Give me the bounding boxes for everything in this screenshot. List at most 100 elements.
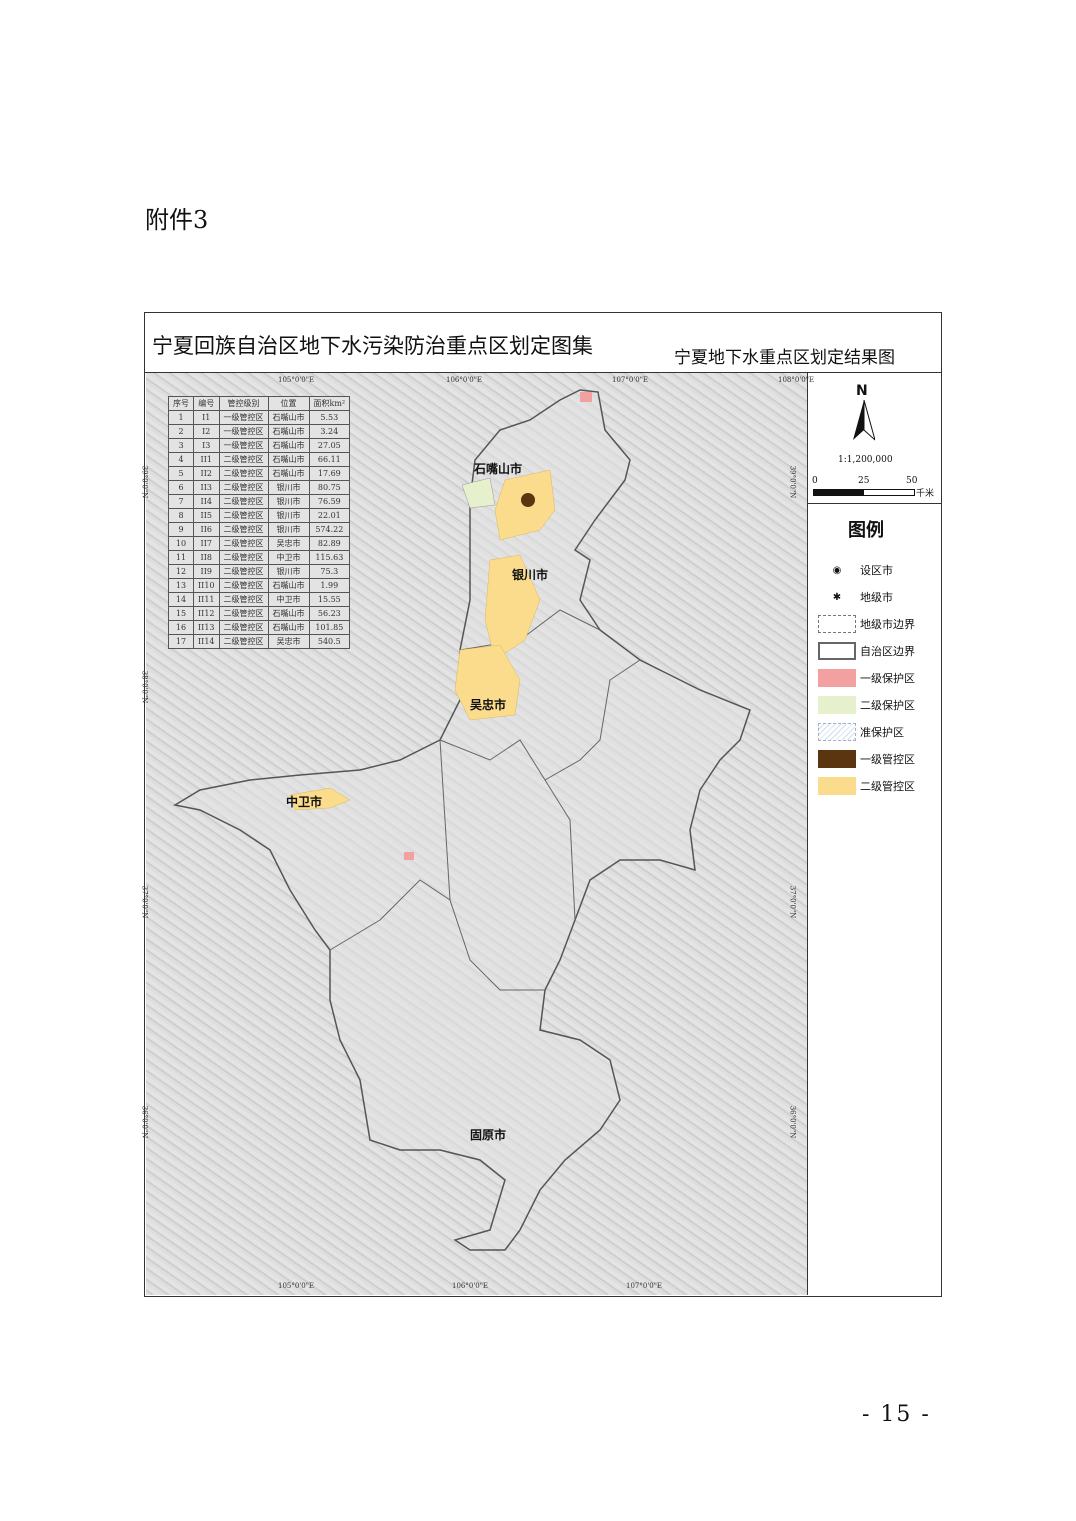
table-cell: 9 xyxy=(168,522,194,537)
city-label: 石嘴山市 xyxy=(474,462,523,476)
scale-ratio: 1:1,200,000 xyxy=(838,455,893,465)
table-cell: 2 xyxy=(168,424,194,439)
table-cell: 一级管控区 xyxy=(218,410,269,425)
latitude-label: 39°0'0"N xyxy=(140,465,149,499)
table-row: 9 II6 二级管控区 银川市 574.22 xyxy=(168,522,351,537)
table-cell: 石嘴山市 xyxy=(267,438,310,453)
city-dot-icon: ◉ xyxy=(832,564,842,576)
longitude-label: 105°0'0"E xyxy=(278,376,315,384)
table-row: 11 II8 二级管控区 中卫市 115.63 xyxy=(168,550,351,565)
table-cell: 二级管控区 xyxy=(218,606,269,621)
latitude-label: 36°0'0"N xyxy=(140,1105,149,1139)
longitude-label: 106°0'0"E xyxy=(446,376,483,384)
table-cell: 76.59 xyxy=(308,494,351,509)
table-cell: 二级管控区 xyxy=(218,508,269,523)
atlas-title: 宁夏回族自治区地下水污染防治重点区划定图集 xyxy=(152,334,593,358)
table-cell: 二级管控区 xyxy=(218,592,269,607)
table-row: 12 II9 二级管控区 银川市 75.3 xyxy=(168,564,351,579)
legend-item: 地级市边界 xyxy=(818,614,915,634)
table-cell: 一级管控区 xyxy=(218,438,269,453)
longitude-label: 107°0'0"E xyxy=(626,1282,663,1290)
legend-label: 二级保护区 xyxy=(860,699,915,712)
table-cell: 二级管控区 xyxy=(218,480,269,495)
table-row: 16 II13 二级管控区 石嘴山市 101.85 xyxy=(168,620,351,635)
legend-item: 一级保护区 xyxy=(818,668,915,688)
control-zones xyxy=(289,469,556,811)
table-cell: 540.5 xyxy=(308,634,351,649)
star-icon: ✱ xyxy=(832,591,842,603)
legend-item: 二级管控区 xyxy=(818,776,915,796)
table-row: 3 I3 一级管控区 石嘴山市 27.05 xyxy=(168,438,351,453)
table-cell: 二级管控区 xyxy=(218,536,269,551)
legend-item: 一级管控区 xyxy=(818,749,915,769)
table-cell: 二级管控区 xyxy=(218,452,269,467)
table-cell: 80.75 xyxy=(308,480,351,495)
longitude-label: 105°0'0"E xyxy=(278,1282,315,1290)
table-cell: II14 xyxy=(193,634,220,649)
legend-item: ✱ 地级市 xyxy=(818,587,893,607)
primary-protection-zone xyxy=(404,852,414,860)
table-header: 编号 xyxy=(193,396,220,411)
table-cell: 吴忠市 xyxy=(267,536,310,551)
table-cell: II10 xyxy=(193,578,220,593)
legend-swatch xyxy=(818,750,856,768)
table-row: 15 II12 二级管控区 石嘴山市 56.23 xyxy=(168,606,351,621)
table-cell: 二级管控区 xyxy=(218,564,269,579)
table-cell: 75.3 xyxy=(308,564,351,579)
table-cell: II5 xyxy=(193,508,220,523)
scale-tick: 50 xyxy=(906,476,918,486)
table-cell: 石嘴山市 xyxy=(267,606,310,621)
table-row: 17 II14 二级管控区 吴忠市 540.5 xyxy=(168,634,351,649)
legend-item: 二级保护区 xyxy=(818,695,915,715)
table-cell: 银川市 xyxy=(267,494,310,509)
table-cell: 1 xyxy=(168,410,194,425)
table-cell: 二级管控区 xyxy=(218,634,269,649)
table-cell: 17 xyxy=(168,634,194,649)
table-cell: 10 xyxy=(168,536,194,551)
table-cell: 5 xyxy=(168,466,194,481)
legend-label: 准保护区 xyxy=(860,726,904,739)
table-header: 面积km² xyxy=(308,396,351,411)
table-cell: 石嘴山市 xyxy=(267,452,310,467)
table-cell: II1 xyxy=(193,452,220,467)
table-cell: II13 xyxy=(193,620,220,635)
table-cell: II11 xyxy=(193,592,220,607)
legend-item: ◉ 设区市 xyxy=(818,560,893,580)
table-cell: 二级管控区 xyxy=(218,578,269,593)
latitude-label: 37°0'0"N xyxy=(788,885,797,919)
table-cell: 4 xyxy=(168,452,194,467)
table-cell: 15 xyxy=(168,606,194,621)
zone-zhongwei xyxy=(289,787,351,811)
legend-label: 二级管控区 xyxy=(860,780,915,793)
table-cell: 二级管控区 xyxy=(218,466,269,481)
table-cell: II4 xyxy=(193,494,220,509)
table-cell: 中卫市 xyxy=(267,592,310,607)
table-cell: 3 xyxy=(168,438,194,453)
longitude-label: 107°0'0"E xyxy=(612,376,649,384)
table-cell: 15.55 xyxy=(308,592,351,607)
scale-bar xyxy=(863,489,915,496)
legend-label: 地级市 xyxy=(860,591,893,604)
table-cell: 66.11 xyxy=(308,452,351,467)
table-cell: II2 xyxy=(193,466,220,481)
table-cell: 一级管控区 xyxy=(218,424,269,439)
table-cell: 银川市 xyxy=(267,508,310,523)
attachment-label: 附件3 xyxy=(145,206,209,234)
table-cell: 115.63 xyxy=(308,550,351,565)
legend-label: 一级管控区 xyxy=(860,753,915,766)
primary-protection-zone xyxy=(580,392,592,402)
table-cell: 14 xyxy=(168,592,194,607)
table-cell: 二级管控区 xyxy=(218,550,269,565)
table-header: 管控级别 xyxy=(218,396,269,411)
legend-label: 一级保护区 xyxy=(860,672,915,685)
table-cell: 12 xyxy=(168,564,194,579)
zone-yinchuan xyxy=(484,554,541,661)
table-cell: 17.69 xyxy=(308,466,351,481)
table-row: 2 I2 一级管控区 石嘴山市 3.24 xyxy=(168,424,351,439)
table-cell: 石嘴山市 xyxy=(267,578,310,593)
table-row: 14 II11 二级管控区 中卫市 15.55 xyxy=(168,592,351,607)
longitude-label: 106°0'0"E xyxy=(452,1282,489,1290)
table-cell: 二级管控区 xyxy=(218,522,269,537)
table-cell: 22.01 xyxy=(308,508,351,523)
